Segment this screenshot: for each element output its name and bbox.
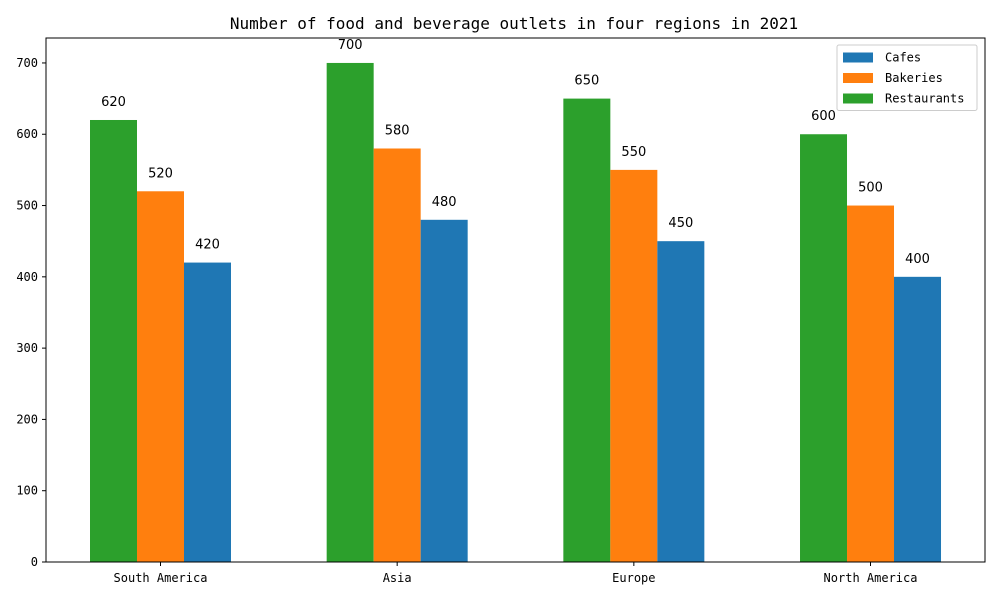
y-axis: 0 100 200 300 400 500 600 700 [16,56,46,569]
bars-group [90,62,942,563]
bar-cafes-north-america [894,276,942,562]
data-label-cafes-north-america: 400 [905,252,930,267]
data-label-cafes-asia: 480 [432,195,457,210]
data-label-bakeries-europe: 550 [621,145,646,160]
plot-frame [45,37,986,563]
y-tick-label-0: 0 [31,555,38,569]
bar-restaurants-south-america [90,119,137,563]
data-label-bakeries-south-america: 520 [148,166,173,181]
data-label-restaurants-north-america: 600 [811,109,836,124]
data-label-restaurants-asia: 700 [338,38,363,53]
data-labels-group: 620 520 420 700 580 480 650 550 450 600 500 400 [101,38,930,267]
legend-swatch-bakeries [843,73,873,83]
x-tick-label-north-america: North America [824,571,918,585]
y-tick-label-200: 200 [16,412,38,426]
legend-label-cafes: Cafes [885,51,921,65]
data-label-bakeries-asia: 580 [385,124,410,139]
data-label-restaurants-europe: 650 [574,74,599,89]
y-tick-label-600: 600 [16,127,38,141]
legend-label-bakeries: Bakeries [885,71,943,85]
legend: Cafes Bakeries Restaurants [836,44,978,111]
data-label-bakeries-north-america: 500 [858,181,883,196]
bar-restaurants-europe [563,98,611,562]
bar-bakeries-asia [373,148,421,562]
bar-cafes-europe [657,241,705,562]
y-tick-label-700: 700 [16,56,38,70]
data-label-cafes-europe: 450 [668,216,693,231]
bar-cafes-south-america [184,262,231,562]
bar-bakeries-south-america [137,191,184,562]
y-tick-label-300: 300 [16,341,38,355]
y-tick-label-400: 400 [16,270,38,284]
bar-bakeries-north-america [847,205,895,563]
y-tick-label-500: 500 [16,199,38,213]
legend-label-restaurants: Restaurants [885,92,964,106]
x-tick-label-south-america: South America [114,571,208,585]
x-axis: South America Asia Europe North America [114,562,918,585]
data-label-cafes-south-america: 420 [195,238,220,253]
chart-title: Number of food and beverage outlets in f… [230,14,798,33]
x-tick-label-asia: Asia [383,571,412,585]
bar-cafes-asia [420,219,468,563]
data-label-restaurants-south-america: 620 [101,95,126,110]
bar-bakeries-europe [610,169,658,562]
bar-restaurants-north-america [800,134,848,563]
x-tick-label-europe: Europe [612,571,655,585]
legend-swatch-restaurants [843,93,873,104]
bar-restaurants-asia [326,62,374,562]
legend-swatch-cafes [843,52,873,63]
y-tick-label-100: 100 [16,484,38,498]
